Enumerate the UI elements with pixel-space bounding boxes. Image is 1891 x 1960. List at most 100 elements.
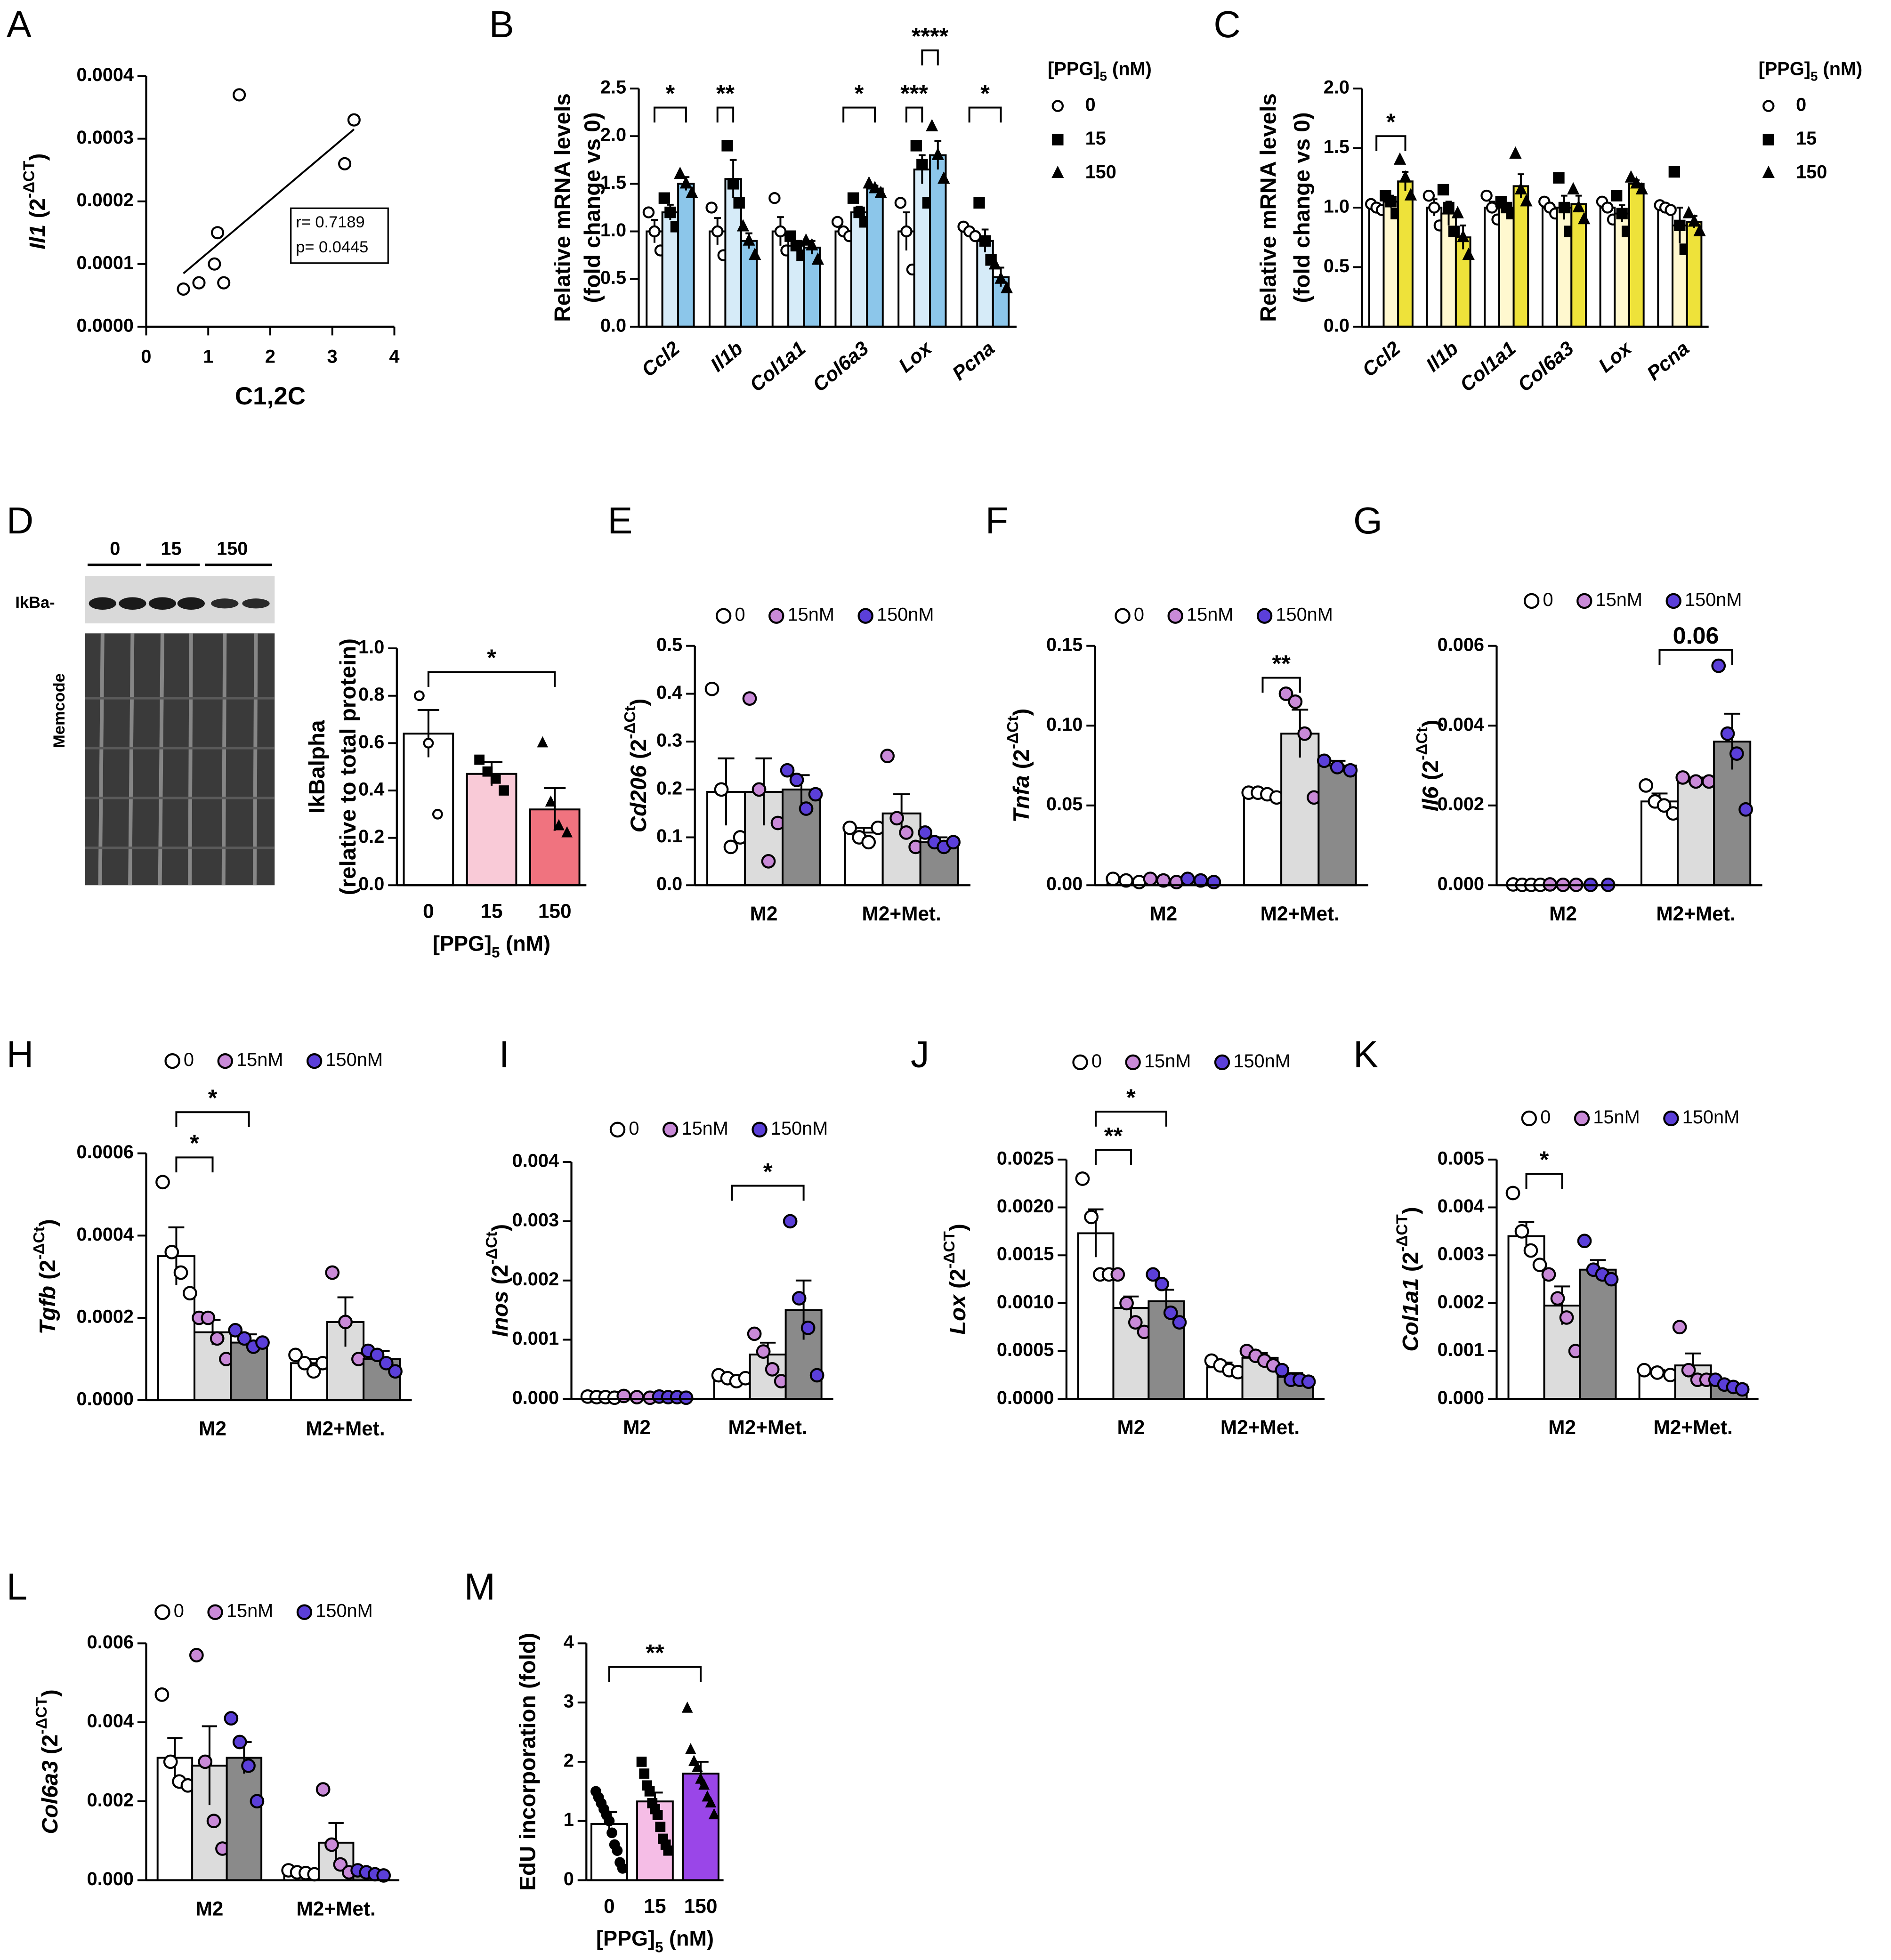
- y-tick-label: 0: [564, 1869, 574, 1889]
- legend-label: 15: [1085, 128, 1106, 149]
- data-point: [490, 773, 501, 784]
- data-point: [1657, 798, 1672, 813]
- text-run: (2: [946, 1269, 970, 1295]
- y-axis-label: Il1 (2-ΔCT): [21, 153, 50, 250]
- data-point: [324, 1837, 339, 1852]
- y-tick-label: 0.0006: [77, 1142, 134, 1162]
- panel-letter: L: [7, 1565, 27, 1607]
- legend-marker: [662, 1121, 679, 1137]
- legend-label: 15nM: [226, 1601, 273, 1621]
- data-point: [973, 197, 985, 209]
- data-point: [685, 1743, 696, 1754]
- x-tick-label: 0: [141, 347, 151, 367]
- data-point: [842, 820, 857, 835]
- significance-label: *: [666, 80, 675, 106]
- x-tick-label: 15: [644, 1895, 666, 1917]
- data-point: [604, 1815, 615, 1827]
- y-axis-label: (fold change vs 0): [580, 112, 605, 303]
- y-tick-label: 0.0004: [77, 1224, 134, 1245]
- y-tick-label: 0.0: [656, 874, 682, 895]
- significance-bracket: [1261, 677, 1301, 693]
- significance-label: 0.06: [1673, 622, 1719, 649]
- data-point: [1317, 753, 1332, 768]
- legend-label: 15nM: [681, 1118, 728, 1139]
- data-point: [561, 826, 573, 838]
- data-point: [931, 147, 944, 160]
- legend-label: 15nM: [1596, 589, 1642, 610]
- panel-letter: H: [7, 1033, 33, 1075]
- legend-label: 0: [174, 1601, 184, 1621]
- data-point: [1541, 1267, 1556, 1282]
- data-point: [379, 1355, 394, 1371]
- y-tick-label: 0.0002: [77, 190, 134, 210]
- data-point: [910, 140, 922, 152]
- data-point: [1514, 1224, 1529, 1239]
- text-run: Il1: [25, 225, 50, 250]
- y-tick-label: 0.15: [1046, 634, 1083, 655]
- data-point: [1155, 1276, 1169, 1291]
- bar: [1686, 221, 1703, 328]
- y-tick-label: 0.6: [358, 732, 384, 752]
- text-run: (fold change vs 0): [1290, 112, 1315, 303]
- data-point: [1106, 871, 1121, 887]
- data-point: [432, 808, 443, 820]
- data-point: [630, 1390, 644, 1404]
- data-point: [1480, 189, 1493, 202]
- legend-marker: [857, 608, 873, 624]
- blot-band: [177, 597, 205, 610]
- y-tick-label: 0.0000: [77, 1388, 134, 1409]
- data-point: [347, 113, 361, 127]
- x-tick-label: M2: [1149, 903, 1177, 925]
- y-tick-label: 0.004: [1438, 1196, 1484, 1217]
- data-point: [1275, 1363, 1290, 1378]
- stain-bands: [85, 697, 275, 849]
- data-point: [663, 1845, 674, 1856]
- x-tick-label: M2+Met.: [1220, 1416, 1300, 1438]
- significance-label: *: [208, 1084, 218, 1111]
- data-point: [1288, 694, 1303, 709]
- bar: [1512, 185, 1529, 328]
- legend-marker: [1576, 593, 1592, 609]
- data-point: [790, 240, 802, 252]
- legend-label: 0: [1085, 95, 1096, 115]
- x-axis-label: [PPG]5 (nM): [433, 931, 550, 960]
- data-point: [553, 819, 565, 831]
- data-point: [1448, 226, 1460, 237]
- y-tick-label: 0.0000: [997, 1387, 1054, 1408]
- text-run: ): [488, 1224, 513, 1232]
- data-point: [705, 1796, 717, 1807]
- data-point: [1630, 176, 1643, 189]
- data-point: [1577, 1234, 1592, 1249]
- legend-marker: [768, 608, 784, 624]
- y-tick-label: 2: [564, 1750, 574, 1771]
- data-point: [208, 257, 221, 271]
- data-point: [1146, 1267, 1161, 1282]
- data-point: [1720, 726, 1735, 741]
- data-point: [1668, 166, 1681, 178]
- text-run: Tgfb: [35, 1286, 60, 1334]
- bar: [226, 1757, 263, 1881]
- band-label: IkBa-: [15, 594, 55, 612]
- data-point: [1509, 146, 1522, 159]
- text-run: (2: [25, 198, 50, 225]
- text-run: (2: [38, 1734, 63, 1761]
- legend-marker: [1762, 165, 1775, 178]
- data-point: [189, 1648, 204, 1662]
- text-run: Col6a3: [38, 1760, 63, 1834]
- data-point: [237, 1331, 252, 1346]
- y-tick-label: 0.1: [656, 826, 682, 847]
- legend-label: 150: [1085, 162, 1116, 183]
- x-tick-label: 150: [538, 900, 572, 922]
- x-tick-label: M2+Met.: [728, 1416, 807, 1438]
- legend-marker: [1072, 1054, 1088, 1070]
- significance-bracket: [905, 106, 923, 123]
- data-point: [774, 225, 787, 238]
- legend-marker: [1125, 1054, 1141, 1070]
- x-tick-label: M2: [1117, 1416, 1145, 1438]
- significance-label: *: [1386, 108, 1396, 135]
- panel-letter: M: [464, 1565, 495, 1607]
- data-point: [704, 681, 719, 696]
- data-point: [1711, 658, 1726, 673]
- panel-letter: C: [1213, 3, 1240, 45]
- bar: [834, 230, 852, 328]
